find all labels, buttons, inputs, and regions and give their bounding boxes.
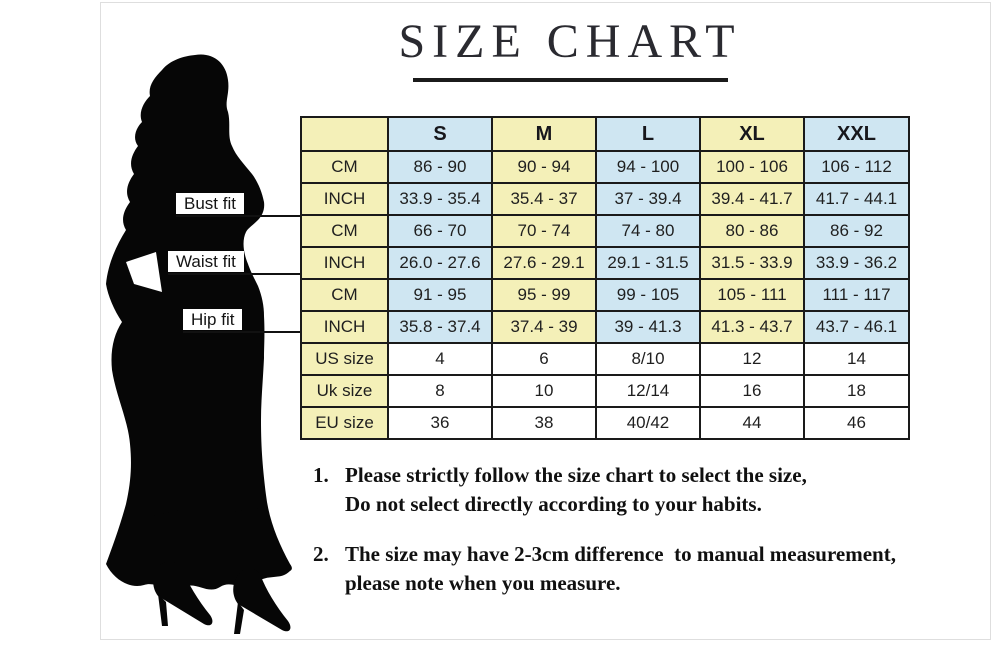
row-label-cell: CM — [300, 278, 389, 312]
row-label-cell: INCH — [300, 246, 389, 280]
size-value-cell: 8 — [387, 374, 493, 408]
size-column-header: XL — [699, 116, 805, 152]
size-column-header: L — [595, 116, 701, 152]
table-row: CM 91 - 95 95 - 99 99 - 105 105 - 111 111 - 1… — [300, 278, 910, 312]
size-value-cell: 27.6 - 29.1 — [491, 246, 597, 280]
table-row: EU size 36 38 40/42 44 46 — [300, 406, 910, 440]
size-value-cell: 12 — [699, 342, 805, 376]
row-label-cell: EU size — [300, 406, 389, 440]
size-column-header: XXL — [803, 116, 910, 152]
size-value-cell: 31.5 - 33.9 — [699, 246, 805, 280]
woman-silhouette-illustration — [100, 50, 300, 650]
bust-fit-label: Bust fit — [176, 193, 244, 214]
size-value-cell: 80 - 86 — [699, 214, 805, 248]
size-value-cell: 38 — [491, 406, 597, 440]
table-row: Uk size 8 10 12/14 16 18 — [300, 374, 910, 408]
page-title: SIZE CHART — [398, 15, 742, 68]
note-text: The size may have 2-3cm difference to ma… — [345, 542, 896, 595]
size-value-cell: 43.7 - 46.1 — [803, 310, 910, 344]
size-value-cell: 35.8 - 37.4 — [387, 310, 493, 344]
table-row: INCH 33.9 - 35.4 35.4 - 37 37 - 39.4 39.4 - … — [300, 182, 910, 216]
size-column-header: S — [387, 116, 493, 152]
size-value-cell: 4 — [387, 342, 493, 376]
row-label-cell: Uk size — [300, 374, 389, 408]
corner-cell — [300, 116, 389, 152]
size-value-cell: 40/42 — [595, 406, 701, 440]
row-label-cell: CM — [300, 150, 389, 184]
waist-fit-label: Waist fit — [168, 251, 244, 272]
size-value-cell: 90 - 94 — [491, 150, 597, 184]
table-row: US size 4 6 8/10 12 14 — [300, 342, 910, 376]
row-label-cell: CM — [300, 214, 389, 248]
note-number: 2. — [313, 542, 329, 566]
size-value-cell: 91 - 95 — [387, 278, 493, 312]
note-item-2: 2. The size may have 2-3cm difference to… — [313, 540, 993, 598]
size-chart-table: S M L XL XXL CM 86 - 90 90 - 94 94 - 100 100 - 10… — [300, 116, 910, 440]
table-row: CM 66 - 70 70 - 74 74 - 80 80 - 86 86 - 92 — [300, 214, 910, 248]
arm-gap-notch — [126, 252, 162, 292]
hip-fit-pointer: Hip fit — [183, 309, 300, 333]
note-text: Please strictly follow the size chart to… — [345, 463, 807, 516]
table-row: CM 86 - 90 90 - 94 94 - 100 100 - 106 106 - 1… — [300, 150, 910, 184]
table-row: INCH 35.8 - 37.4 37.4 - 39 39 - 41.3 41.3 - … — [300, 310, 910, 344]
size-value-cell: 86 - 92 — [803, 214, 910, 248]
size-value-cell: 26.0 - 27.6 — [387, 246, 493, 280]
size-value-cell: 70 - 74 — [491, 214, 597, 248]
size-value-cell: 94 - 100 — [595, 150, 701, 184]
size-value-cell: 66 - 70 — [387, 214, 493, 248]
size-value-cell: 16 — [699, 374, 805, 408]
size-value-cell: 44 — [699, 406, 805, 440]
note-item-1: 1. Please strictly follow the size chart… — [313, 461, 993, 519]
size-value-cell: 100 - 106 — [699, 150, 805, 184]
size-column-header: M — [491, 116, 597, 152]
size-value-cell: 95 - 99 — [491, 278, 597, 312]
size-value-cell: 46 — [803, 406, 910, 440]
row-label-cell: INCH — [300, 182, 389, 216]
waist-fit-pointer: Waist fit — [168, 251, 300, 275]
size-value-cell: 18 — [803, 374, 910, 408]
table-row: INCH 26.0 - 27.6 27.6 - 29.1 29.1 - 31.5 31.… — [300, 246, 910, 280]
hip-fit-label: Hip fit — [183, 309, 243, 330]
size-value-cell: 41.3 - 43.7 — [699, 310, 805, 344]
size-value-cell: 36 — [387, 406, 493, 440]
size-value-cell: 39.4 - 41.7 — [699, 182, 805, 216]
woman-silhouette-svg — [106, 54, 292, 634]
title-underline — [413, 78, 728, 82]
size-value-cell: 74 - 80 — [595, 214, 701, 248]
size-value-cell: 37.4 - 39 — [491, 310, 597, 344]
size-value-cell: 99 - 105 — [595, 278, 701, 312]
size-value-cell: 39 - 41.3 — [595, 310, 701, 344]
row-label-cell: US size — [300, 342, 389, 376]
bust-fit-pointer: Bust fit — [176, 193, 300, 217]
size-value-cell: 10 — [491, 374, 597, 408]
size-value-cell: 86 - 90 — [387, 150, 493, 184]
size-value-cell: 14 — [803, 342, 910, 376]
note-number: 1. — [313, 463, 329, 487]
size-value-cell: 8/10 — [595, 342, 701, 376]
size-value-cell: 111 - 117 — [803, 278, 910, 312]
row-label-cell: INCH — [300, 310, 389, 344]
size-value-cell: 12/14 — [595, 374, 701, 408]
size-value-cell: 105 - 111 — [699, 278, 805, 312]
size-value-cell: 6 — [491, 342, 597, 376]
size-value-cell: 33.9 - 36.2 — [803, 246, 910, 280]
size-value-cell: 35.4 - 37 — [491, 182, 597, 216]
size-value-cell: 29.1 - 31.5 — [595, 246, 701, 280]
size-value-cell: 37 - 39.4 — [595, 182, 701, 216]
size-chart-notes: 1. Please strictly follow the size chart… — [313, 461, 993, 619]
size-value-cell: 106 - 112 — [803, 150, 910, 184]
size-value-cell: 41.7 - 44.1 — [803, 182, 910, 216]
size-table-header-row: S M L XL XXL — [300, 116, 910, 152]
size-value-cell: 33.9 - 35.4 — [387, 182, 493, 216]
